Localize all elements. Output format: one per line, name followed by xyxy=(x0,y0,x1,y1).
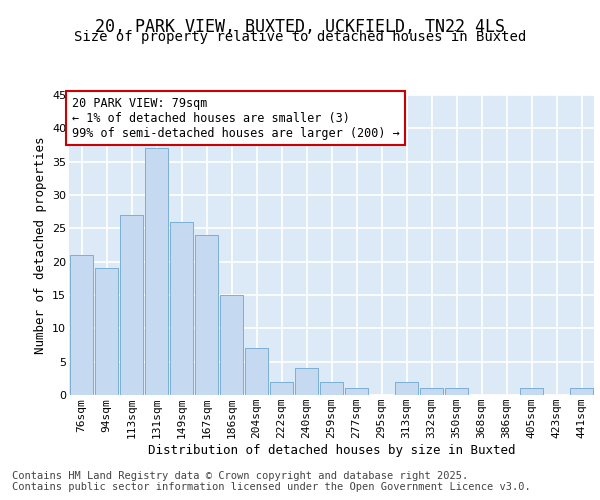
Bar xyxy=(95,268,118,395)
Text: Size of property relative to detached houses in Buxted: Size of property relative to detached ho… xyxy=(74,30,526,44)
Bar xyxy=(295,368,318,395)
Bar xyxy=(395,382,418,395)
Bar xyxy=(320,382,343,395)
Bar xyxy=(445,388,468,395)
Y-axis label: Number of detached properties: Number of detached properties xyxy=(34,136,47,354)
Bar xyxy=(345,388,368,395)
Bar xyxy=(520,388,543,395)
Bar xyxy=(270,382,293,395)
Bar xyxy=(220,295,243,395)
Bar xyxy=(120,215,143,395)
Bar xyxy=(420,388,443,395)
Text: 20, PARK VIEW, BUXTED, UCKFIELD, TN22 4LS: 20, PARK VIEW, BUXTED, UCKFIELD, TN22 4L… xyxy=(95,18,505,36)
Bar xyxy=(195,235,218,395)
Bar xyxy=(145,148,168,395)
Text: Contains HM Land Registry data © Crown copyright and database right 2025.
Contai: Contains HM Land Registry data © Crown c… xyxy=(12,471,531,492)
Bar xyxy=(70,255,93,395)
X-axis label: Distribution of detached houses by size in Buxted: Distribution of detached houses by size … xyxy=(148,444,515,457)
Bar xyxy=(245,348,268,395)
Text: 20 PARK VIEW: 79sqm
← 1% of detached houses are smaller (3)
99% of semi-detached: 20 PARK VIEW: 79sqm ← 1% of detached hou… xyxy=(71,96,400,140)
Bar xyxy=(170,222,193,395)
Bar xyxy=(570,388,593,395)
